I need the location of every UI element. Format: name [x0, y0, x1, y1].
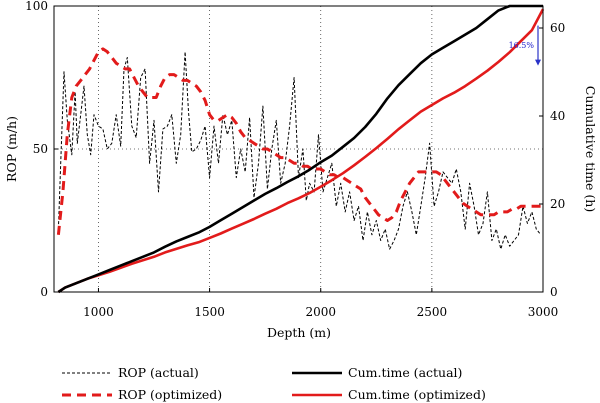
- y-tick-label: 0: [40, 285, 48, 299]
- y2-axis-title: Cumulative time (h): [583, 86, 598, 212]
- y2-tick-label: 60: [550, 21, 565, 35]
- grid-lines: [54, 6, 543, 292]
- y2-tick-label: 40: [550, 109, 565, 123]
- difference-arrowhead: [535, 59, 541, 66]
- y2-tick-label: 0: [550, 285, 558, 299]
- x-axis-title: Depth (m): [267, 325, 331, 340]
- legend-label-cumtime-actual: Cum.time (actual): [348, 365, 462, 380]
- x-tick-label: 2000: [305, 305, 336, 319]
- legend-label-rop-actual: ROP (actual): [118, 365, 199, 380]
- y-tick-label: 50: [33, 142, 48, 156]
- difference-label: 16.5%: [509, 41, 535, 50]
- legend-label-cumtime-optimized: Cum.time (optimized): [348, 387, 486, 402]
- difference-annotation: 16.5%: [509, 25, 541, 66]
- legend: ROP (actual) ROP (optimized) Cum.time (a…: [62, 365, 486, 402]
- x-tick-label: 3000: [528, 305, 559, 319]
- y-tick-label: 100: [25, 0, 48, 13]
- y-axis-title: ROP (m/h): [4, 116, 19, 182]
- series-line-cum-time-actual: [57, 4, 543, 294]
- series-line-rop-actual: [57, 51, 542, 250]
- series-layer: [56, 4, 545, 294]
- x-tick-label: 1500: [194, 305, 225, 319]
- series-line-rop-optimized: [56, 47, 543, 235]
- series-line-cum-time-optimized: [57, 8, 545, 294]
- x-tick-label: 2500: [417, 305, 448, 319]
- y2-tick-label: 20: [550, 197, 565, 211]
- x-tick-label: 1000: [83, 305, 114, 319]
- legend-label-rop-optimized: ROP (optimized): [118, 387, 222, 402]
